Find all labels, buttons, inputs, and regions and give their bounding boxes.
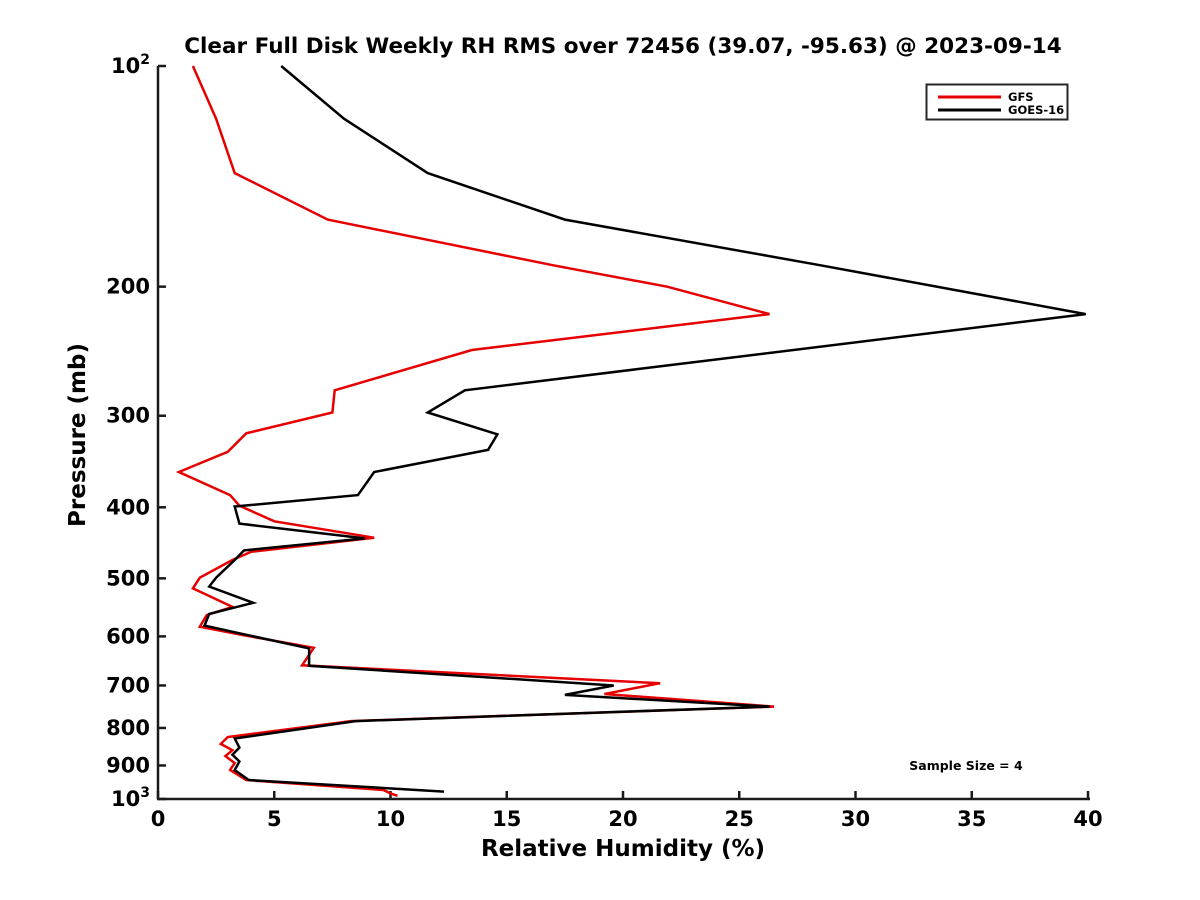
- y-tick-label: 900: [106, 753, 150, 777]
- x-tick-label: 20: [608, 807, 637, 831]
- y-tick-label: 102: [111, 52, 150, 78]
- y-tick-label: 600: [106, 624, 150, 648]
- axes: 102 200 300 400 500 600 700 800 900 103 0 5 10 15 20 2…: [106, 52, 1102, 831]
- y-tick-label: 700: [106, 673, 150, 697]
- x-tick-label: 30: [841, 807, 870, 831]
- series-line-gfs: [175, 65, 775, 797]
- legend: GFS GOES-16: [925, 83, 1069, 121]
- x-tick-label: 35: [957, 807, 986, 831]
- y-tick-label: 400: [106, 495, 150, 519]
- y-axis-label: Pressure (mb): [65, 343, 91, 527]
- y-axis-ticks: 102 200 300 400 500 600 700 800 900 103: [106, 52, 166, 811]
- x-tick-label: 10: [376, 807, 405, 831]
- x-tick-label: 25: [725, 807, 754, 831]
- y-tick-label: 200: [106, 275, 150, 299]
- x-tick-label: 5: [267, 807, 282, 831]
- x-axis-ticks: 0 5 10 15 20 25 30 35 40: [151, 791, 1103, 831]
- x-tick-label: 40: [1073, 807, 1102, 831]
- series-line-goes-16: [202, 65, 1086, 793]
- y-tick-label: 500: [106, 566, 150, 590]
- legend-gfs-label: GFS: [1008, 90, 1034, 104]
- x-tick-label: 0: [151, 807, 166, 831]
- legend-goes16-label: GOES-16: [1008, 103, 1064, 117]
- data-series: [175, 65, 1086, 797]
- chart-title: Clear Full Disk Weekly RH RMS over 72456…: [184, 34, 1061, 59]
- sample-size-annotation: Sample Size = 4: [909, 758, 1023, 773]
- y-tick-label: 103: [111, 785, 150, 811]
- legend-box: [925, 83, 1069, 121]
- x-tick-label: 15: [492, 807, 521, 831]
- y-tick-label: 300: [106, 404, 150, 428]
- y-tick-label: 800: [106, 716, 150, 740]
- x-axis-label: Relative Humidity (%): [481, 836, 765, 862]
